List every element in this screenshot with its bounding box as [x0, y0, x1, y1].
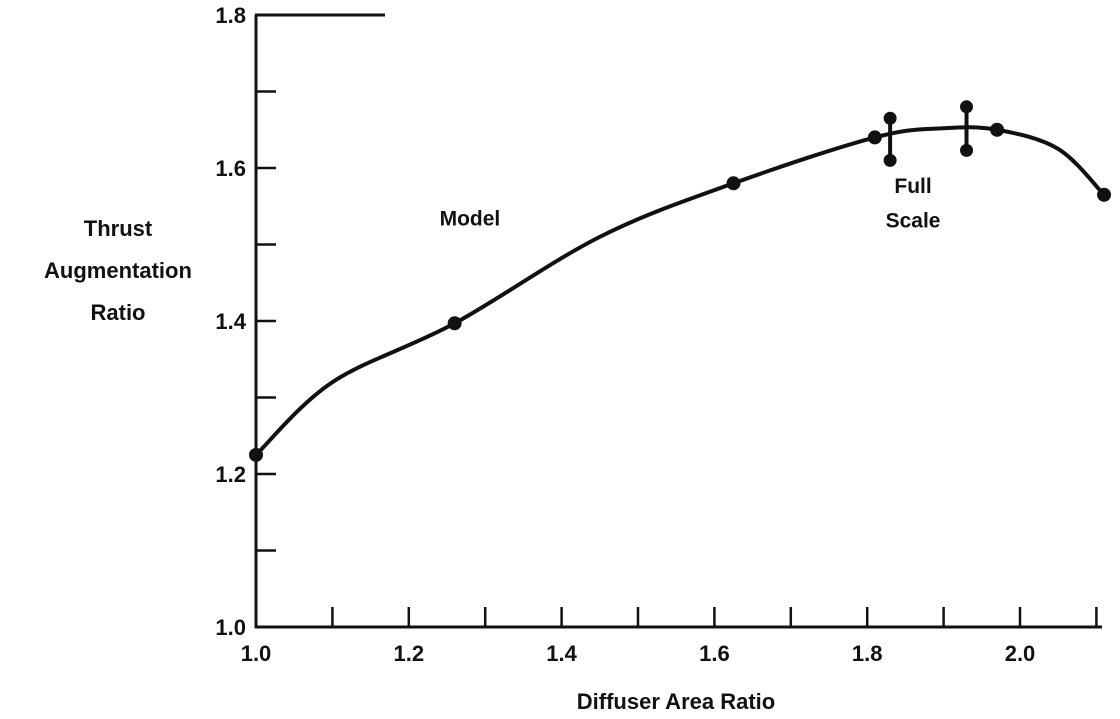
error-bar-cap-low: [960, 143, 974, 157]
axes: [254, 13, 1102, 629]
data-point: [990, 122, 1005, 137]
annotation-label: Full: [894, 175, 931, 198]
data-point: [867, 130, 882, 145]
y-axis-label-line-2: Augmentation: [44, 258, 192, 283]
x-axis-label: Diffuser Area Ratio: [577, 689, 775, 714]
data-point: [249, 447, 263, 462]
data-point: [447, 316, 462, 331]
error-bars: [883, 100, 974, 167]
y-axis-label-line-1: Thrust: [84, 216, 153, 241]
ticks: 1.0 1.2 1.4 1.6 1.8 1.0 1.2 1.4 1.6 1.8 2.0: [215, 3, 1098, 666]
y-axis-label-line-3: Ratio: [91, 300, 146, 325]
x-tick-label: 1.8: [852, 641, 883, 666]
error-bar-cap-low: [883, 153, 897, 167]
annotation-label: Model: [440, 207, 501, 230]
error-bar-cap-high: [883, 111, 897, 125]
x-tick-label: 2.0: [1005, 641, 1036, 666]
x-tick-label: 1.2: [394, 641, 425, 666]
error-bar-cap-high: [960, 100, 974, 114]
annotation-label: Scale: [886, 210, 941, 233]
y-tick-label: 1.2: [215, 462, 246, 487]
y-axis-label: Thrust Augmentation Ratio: [44, 216, 192, 325]
annotations: Model Full Scale: [440, 175, 941, 232]
data-points: [249, 122, 1112, 462]
series-line: [254, 125, 1107, 457]
x-tick-label: 1.6: [699, 641, 730, 666]
y-tick-label: 1.8: [215, 3, 246, 28]
y-tick-label: 1.6: [215, 156, 246, 181]
y-tick-label: 1.4: [215, 309, 246, 334]
curve-layer: [254, 125, 1107, 457]
y-tick-label: 1.0: [215, 615, 246, 640]
data-point: [726, 176, 741, 191]
x-tick-label: 1.4: [546, 641, 577, 666]
x-tick-label: 1.0: [241, 641, 272, 666]
data-point: [1097, 187, 1112, 202]
